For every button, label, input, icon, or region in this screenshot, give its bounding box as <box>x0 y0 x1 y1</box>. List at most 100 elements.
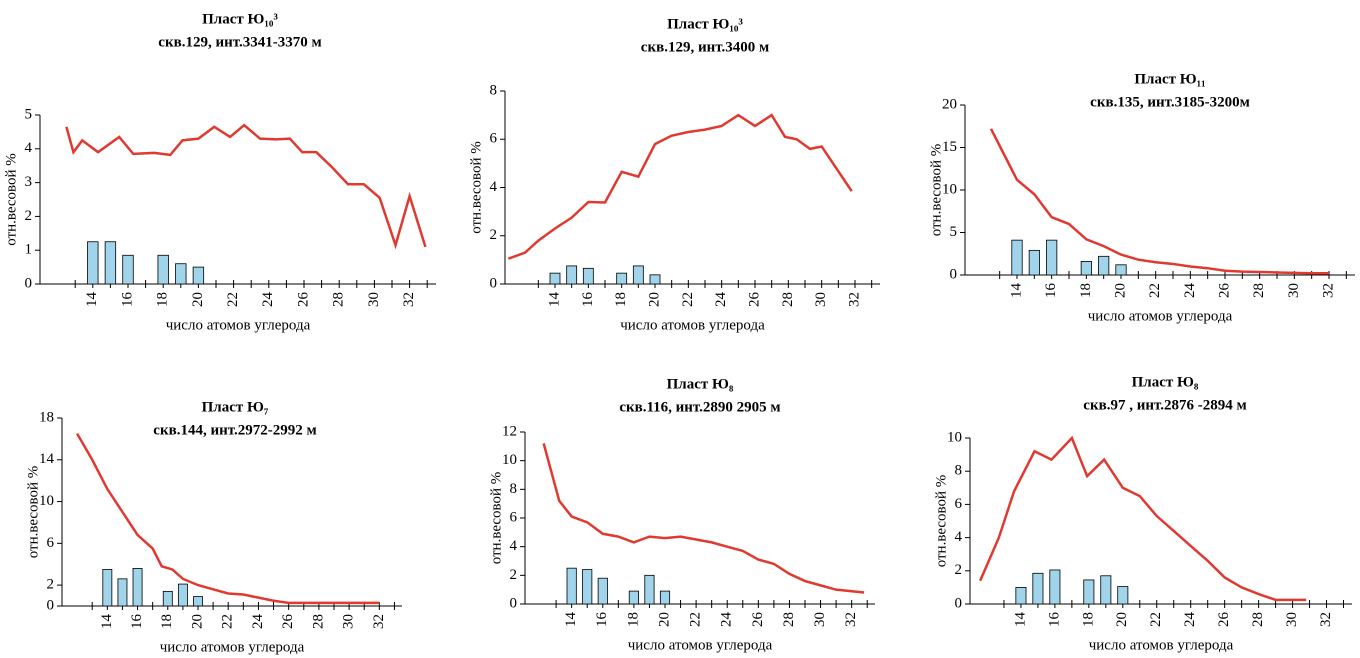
bar <box>122 254 134 285</box>
x-tick-label: 14 <box>1008 283 1024 299</box>
x-tick-label: 18 <box>1080 612 1096 627</box>
bar <box>1117 586 1129 605</box>
x-tick-label: 22 <box>1148 612 1164 627</box>
x-tick-label: 14 <box>563 612 579 628</box>
x-tick-label: 32 <box>1318 612 1334 627</box>
x-axis-label: число атомов углерода <box>1089 637 1234 653</box>
x-tick-label: 30 <box>366 292 382 307</box>
bar <box>632 265 644 285</box>
x-tick-label: 14 <box>99 614 115 630</box>
chart-subtitle: скв.97 , инт.2876 -2894 м <box>1083 397 1246 413</box>
y-tick-label: 2 <box>490 227 498 243</box>
line <box>507 113 853 260</box>
y-tick-label: 18 <box>39 409 54 425</box>
y-tick-label: 6 <box>490 131 498 147</box>
x-tick-label: 30 <box>341 614 357 629</box>
line <box>542 443 865 594</box>
x-tick-label: 22 <box>1147 283 1163 298</box>
bar <box>192 266 205 285</box>
y-tick-label: 5 <box>25 106 33 122</box>
chart-title: Пласт Ю₇ <box>202 399 269 415</box>
bar <box>104 241 117 285</box>
bar <box>644 574 655 605</box>
x-tick-label: 20 <box>656 612 672 627</box>
x-tick-label: 18 <box>625 612 641 627</box>
x-axis-label: число атомов углерода <box>628 637 773 653</box>
x-tick-label: 30 <box>1286 283 1302 298</box>
bar <box>616 272 628 285</box>
x-tick-label: 32 <box>1320 283 1336 298</box>
y-tick-label: 2 <box>955 562 963 578</box>
y-tick-label: 8 <box>510 481 518 497</box>
x-tick-label: 28 <box>780 292 796 307</box>
x-tick-label: 18 <box>159 614 175 629</box>
x-tick-label: 18 <box>155 292 171 307</box>
y-tick-label: 0 <box>955 595 963 611</box>
x-tick-label: 18 <box>1078 283 1094 298</box>
y-tick-label: 10 <box>942 181 957 197</box>
y-tick-label: 4 <box>490 179 498 195</box>
x-tick-label: 32 <box>843 612 859 627</box>
bar <box>582 267 594 285</box>
y-axis-label: отн.весовой % <box>3 153 19 246</box>
chart-title: Пласт Ю₁₀³ <box>667 16 743 32</box>
x-tick-label: 14 <box>546 292 562 308</box>
y-tick-label: 4 <box>25 140 33 156</box>
chart-title: Пласт Ю₁₁ <box>1134 71 1205 87</box>
bar <box>659 590 671 605</box>
x-tick-label: 22 <box>688 612 704 627</box>
bar <box>549 272 561 285</box>
bar <box>1046 239 1058 276</box>
x-tick-label: 30 <box>813 292 829 307</box>
bar <box>162 590 173 607</box>
chart-title: Пласт Ю₈ <box>667 376 734 392</box>
x-tick-label: 16 <box>119 292 135 308</box>
x-axis-label: число атомов углерода <box>1088 308 1233 324</box>
y-tick-label: 15 <box>942 139 957 155</box>
y-axis-label: отн.весовой % <box>25 466 41 559</box>
x-tick-label: 20 <box>190 292 206 307</box>
line <box>65 123 427 250</box>
bar <box>175 263 187 285</box>
x-tick-label: 14 <box>1012 612 1028 628</box>
bar <box>597 577 608 605</box>
bar <box>1049 569 1061 605</box>
x-tick-label: 16 <box>1046 612 1062 628</box>
y-tick-label: 4 <box>955 529 963 545</box>
x-tick-label: 16 <box>1043 283 1059 299</box>
x-tick-label: 26 <box>746 292 762 308</box>
x-axis-label: число атомов углерода <box>620 317 765 333</box>
bar <box>1098 255 1110 276</box>
bar <box>1032 572 1044 605</box>
y-tick-label: 14 <box>39 451 55 467</box>
y-tick-label: 10 <box>502 452 517 468</box>
y-tick-label: 0 <box>25 275 33 291</box>
chart-subtitle: скв.129, инт.3341-3370 м <box>158 34 321 50</box>
y-tick-label: 6 <box>510 509 518 525</box>
x-tick-label: 20 <box>1112 283 1128 298</box>
x-tick-label: 28 <box>331 292 347 307</box>
x-tick-label: 24 <box>250 614 266 630</box>
bar <box>649 274 661 285</box>
y-tick-label: 0 <box>47 597 55 613</box>
bar <box>132 568 143 607</box>
chart-title: Пласт Ю₁₀³ <box>202 11 278 27</box>
bar <box>87 241 99 285</box>
y-tick-label: 10 <box>39 493 54 509</box>
bar <box>102 569 113 607</box>
y-tick-label: 0 <box>510 595 518 611</box>
chart-subtitle: скв.135, инт.3185-3200м <box>1090 94 1250 110</box>
y-tick-label: 0 <box>950 266 958 282</box>
x-tick-label: 30 <box>1284 612 1300 627</box>
x-tick-label: 14 <box>84 292 100 308</box>
line <box>989 128 1329 275</box>
bar <box>1083 579 1095 605</box>
chart-title: Пласт Ю₈ <box>1132 374 1199 390</box>
bar <box>193 596 203 607</box>
x-tick-label: 22 <box>220 614 236 629</box>
y-tick-label: 3 <box>25 174 33 190</box>
x-tick-label: 24 <box>260 292 276 308</box>
y-tick-label: 12 <box>502 423 517 439</box>
x-tick-label: 26 <box>280 614 296 630</box>
